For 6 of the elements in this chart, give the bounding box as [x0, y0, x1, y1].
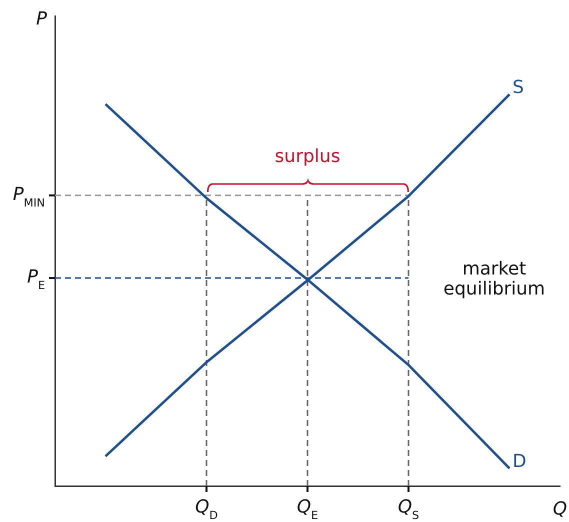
- annotation: market equilibrium: [443, 258, 546, 300]
- annotation: surplus: [274, 146, 340, 168]
- y-axis-title: P: [36, 8, 48, 30]
- series-label: D: [512, 451, 526, 472]
- x-axis-title: Q: [552, 498, 568, 520]
- series-label: S: [512, 77, 524, 98]
